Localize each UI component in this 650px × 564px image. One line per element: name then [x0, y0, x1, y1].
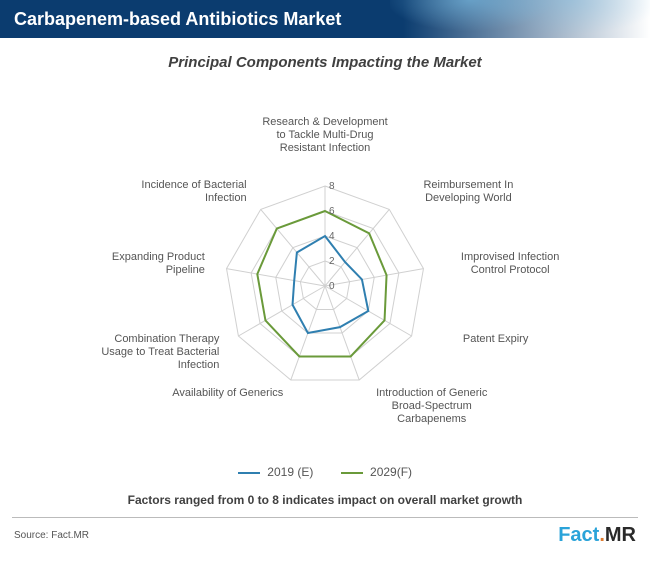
radar-axis-label: Incidence of Bacterial Infection	[117, 179, 247, 205]
header-bar: Carbapenem-based Antibiotics Market	[0, 0, 650, 38]
radar-axis-label: Introduction of Generic Broad-Spectrum C…	[367, 387, 497, 427]
radar-tick-label: 4	[329, 231, 335, 242]
source-text: Source: Fact.MR	[14, 530, 89, 541]
header-title: Carbapenem-based Antibiotics Market	[0, 0, 650, 38]
radar-chart: 0 2 4 6 8 Research & Development to Tackle Mu…	[0, 71, 650, 471]
radar-axis-label: Expanding Product Pipeline	[75, 251, 205, 277]
radar-axis-label: Reimbursement In Developing World	[403, 179, 533, 205]
footer: Source: Fact.MR Fact.MR	[0, 518, 650, 547]
radar-axis-label: Combination Therapy Usage to Treat Bacte…	[89, 333, 219, 373]
brand-fact: Fact	[558, 524, 599, 546]
radar-axis-label: Improvised Infection Control Protocol	[445, 251, 575, 277]
chart-subtitle: Principal Components Impacting the Marke…	[0, 54, 650, 71]
brand-mr: MR	[605, 524, 636, 546]
radar-axis-label: Availability of Generics	[153, 387, 283, 400]
chart-footnote: Factors ranged from 0 to 8 indicates imp…	[0, 493, 650, 507]
radar-tick-label: 8	[329, 181, 335, 192]
legend-swatch-2029	[341, 472, 363, 474]
radar-axis-label: Research & Development to Tackle Multi-D…	[260, 116, 390, 156]
brand-logo: Fact.MR	[558, 524, 636, 547]
radar-axis-label: Patent Expiry	[431, 333, 561, 346]
radar-tick-label: 6	[329, 206, 335, 217]
radar-tick-label: 0	[329, 281, 335, 292]
legend-swatch-2019	[238, 472, 260, 474]
radar-tick-label: 2	[329, 256, 335, 267]
